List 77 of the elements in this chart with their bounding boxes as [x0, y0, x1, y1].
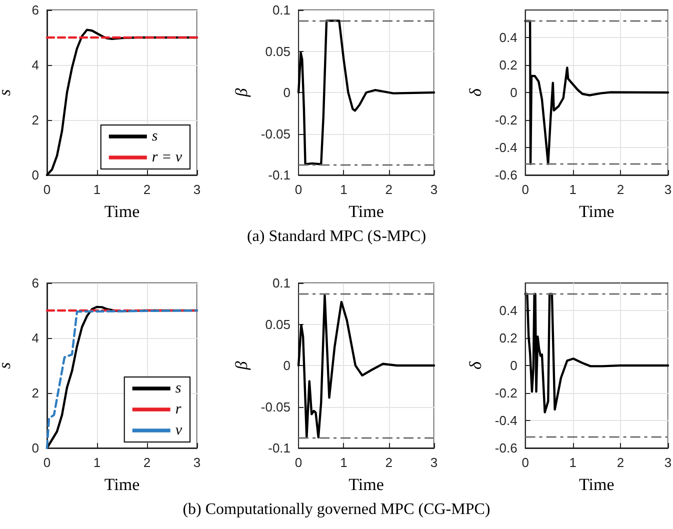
y-tick-label: 6	[32, 2, 39, 18]
y-tick-label: 4	[32, 58, 39, 72]
y-tick-label: -0.4	[494, 140, 518, 155]
x-axis-title: Time	[579, 475, 614, 494]
x-tick-label: 0	[522, 182, 529, 197]
y-tick-label: 0	[283, 85, 291, 100]
y-tick-label: -0.4	[494, 413, 518, 428]
y-tick-label: 0.2	[499, 58, 518, 72]
y-tick-label: 0	[32, 440, 39, 456]
x-tick-label: 0	[43, 182, 51, 197]
y-axis-title: β	[232, 88, 251, 98]
x-tick-label: 1	[569, 455, 576, 470]
y-tick-label: -0.6	[494, 440, 518, 456]
x-tick-label: 3	[664, 182, 672, 197]
x-tick-label: 0	[43, 455, 51, 470]
text: (b) Computationally governed MPC (CG-MPC)	[182, 501, 492, 519]
x-tick-label: 2	[143, 455, 151, 470]
legend-label: s	[152, 128, 158, 144]
y-tick-label: -0.05	[260, 399, 291, 414]
y-tick-label: 2	[32, 112, 39, 128]
line-series	[297, 294, 436, 438]
x-axis-title: Time	[104, 202, 140, 221]
x-tick-label: 3	[664, 455, 672, 470]
x-tick-label: 3	[430, 182, 438, 197]
line-series	[297, 20, 436, 166]
y-tick-label: -0.2	[494, 112, 518, 128]
y-tick-label: 0	[510, 85, 518, 100]
x-tick-label: 1	[340, 455, 348, 470]
x-tick-label: 1	[93, 455, 101, 470]
line-series	[524, 20, 670, 166]
y-tick-label: 0.2	[499, 330, 518, 346]
y-tick-label: -0.6	[494, 168, 518, 182]
y-tick-label: 6	[32, 276, 39, 290]
x-tick-label: 1	[569, 182, 576, 197]
y-tick-label: 0.4	[499, 303, 518, 318]
x-tick-label: 2	[143, 182, 151, 197]
x-tick-label: 1	[93, 182, 101, 197]
x-axis-title: Time	[579, 202, 614, 221]
y-axis-title: δ	[466, 87, 485, 96]
legend-label: r	[175, 402, 182, 418]
x-tick-label: 3	[193, 455, 201, 470]
legend-label: s	[175, 380, 182, 396]
y-tick-label: 0.1	[272, 2, 291, 18]
x-axis-title: Time	[104, 475, 140, 494]
y-tick-label: -0.1	[268, 168, 291, 182]
x-tick-label: 2	[616, 182, 624, 197]
y-tick-label: 0	[283, 358, 291, 373]
x-tick-label: 3	[430, 455, 438, 470]
y-axis-title: δ	[466, 360, 485, 370]
y-tick-label: 0	[32, 168, 39, 182]
legend-label: v	[175, 422, 182, 438]
y-tick-label: -0.1	[268, 440, 291, 456]
y-tick-label: 0	[510, 358, 518, 373]
x-axis-title: Time	[348, 475, 384, 494]
line-series	[524, 292, 670, 414]
y-axis-title: β	[232, 360, 251, 371]
x-tick-label: 3	[193, 182, 201, 197]
y-axis-title: s	[0, 88, 14, 96]
y-axis-title: s	[0, 362, 14, 369]
x-tick-label: 0	[294, 455, 302, 470]
x-tick-label: 0	[294, 182, 302, 197]
y-tick-label: -0.2	[494, 386, 518, 400]
y-tick-label: -0.05	[260, 126, 291, 142]
y-tick-label: 2	[32, 386, 39, 400]
x-tick-label: 1	[340, 182, 348, 197]
y-tick-label: 0.05	[265, 316, 291, 332]
y-tick-label: 0.1	[272, 276, 291, 290]
x-tick-label: 2	[385, 455, 392, 470]
y-tick-label: 4	[32, 330, 39, 346]
x-axis-title: Time	[348, 202, 384, 221]
y-tick-label: 0.05	[265, 44, 291, 59]
x-tick-label: 2	[385, 182, 392, 197]
y-tick-label: 0.4	[499, 30, 518, 45]
legend-label: r = v	[152, 150, 182, 166]
x-tick-label: 0	[522, 455, 529, 470]
text: (a) Standard MPC (S-MPC)	[246, 228, 428, 246]
x-tick-label: 2	[616, 455, 624, 470]
